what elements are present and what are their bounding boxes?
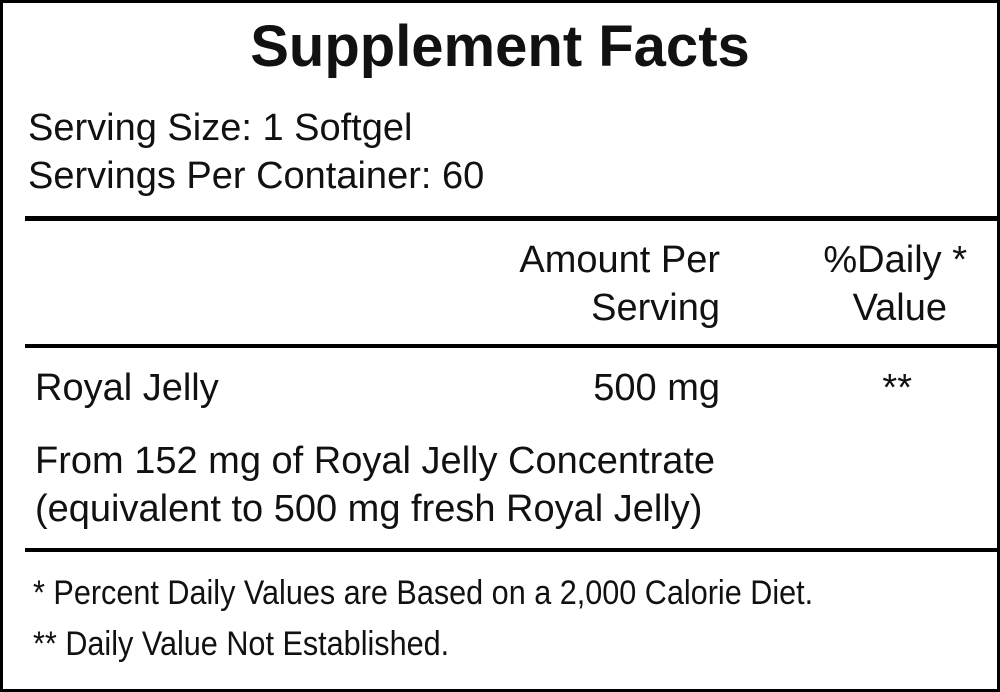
servings-per-container: Servings Per Container: 60 xyxy=(28,155,485,197)
divider xyxy=(25,548,997,552)
source-note-1: From 152 mg of Royal Jelly Concentrate xyxy=(35,440,716,482)
dv-header-2: Value xyxy=(852,287,947,329)
dv-header-1: %Daily * xyxy=(823,239,967,281)
footnote-1: * Percent Daily Values are Based on a 2,… xyxy=(33,574,814,612)
nutrient-dv: ** xyxy=(882,367,912,409)
serving-size: Serving Size: 1 Softgel xyxy=(28,107,413,149)
source-note-2: (equivalent to 500 mg fresh Royal Jelly) xyxy=(35,488,703,530)
divider xyxy=(25,344,997,348)
nutrient-name: Royal Jelly xyxy=(35,367,219,409)
nutrient-amount: 500 mg xyxy=(593,367,720,409)
panel-title: Supplement Facts xyxy=(250,14,750,79)
divider xyxy=(25,216,997,221)
amount-header-2: Serving xyxy=(591,287,720,329)
footnote-2: ** Daily Value Not Established. xyxy=(33,625,450,663)
amount-header-1: Amount Per xyxy=(519,239,720,281)
